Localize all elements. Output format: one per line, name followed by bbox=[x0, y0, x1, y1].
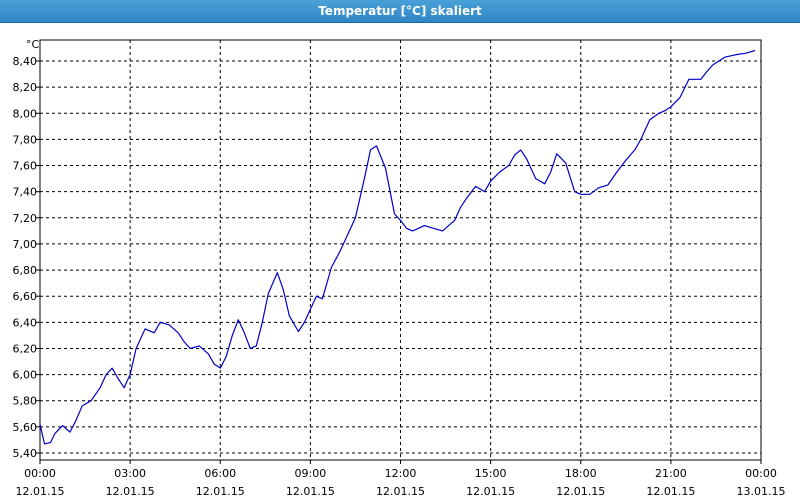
temperature-chart: 5,40 5,60 5,80 6,00 6,20 6,40 6,60 6,80 7,00 7,20… bbox=[13, 38, 786, 498]
y-tick-label: 7,60 bbox=[13, 160, 38, 173]
x-tick-time: 00:00 bbox=[24, 467, 56, 480]
x-tick-time: 12:00 bbox=[385, 467, 417, 480]
y-tick-label: 6,00 bbox=[13, 369, 38, 382]
x-tick-date: 12.01.15 bbox=[556, 485, 605, 498]
x-tick-date: 12.01.15 bbox=[196, 485, 245, 498]
temperature-series-line bbox=[39, 49, 756, 445]
x-tick-date: 13.01.15 bbox=[737, 485, 786, 498]
x-tick-date: 12.01.15 bbox=[466, 485, 515, 498]
y-tick-label: 8,00 bbox=[13, 107, 38, 120]
y-tick-label: 6,60 bbox=[13, 290, 38, 303]
x-tick-date: 12.01.15 bbox=[286, 485, 335, 498]
y-tick-label: 7,20 bbox=[13, 212, 38, 225]
x-tick-time: 00:00 bbox=[745, 467, 777, 480]
x-tick-date: 12.01.15 bbox=[16, 485, 65, 498]
y-tick-label: 6,80 bbox=[13, 264, 38, 277]
y-tick-label: 5,40 bbox=[13, 447, 38, 460]
y-unit-label: °C bbox=[26, 38, 40, 51]
x-tick-date: 12.01.15 bbox=[106, 485, 155, 498]
window-title: Temperatur [°C] skaliert bbox=[0, 0, 800, 23]
y-tick-label: 6,40 bbox=[13, 316, 38, 329]
x-tick-date: 12.01.15 bbox=[646, 485, 695, 498]
x-tick-time: 09:00 bbox=[295, 467, 327, 480]
y-tick-label: 7,40 bbox=[13, 186, 38, 199]
x-tick-time: 18:00 bbox=[565, 467, 597, 480]
y-tick-label: 7,80 bbox=[13, 133, 38, 146]
y-tick-label: 5,80 bbox=[13, 395, 38, 408]
y-tick-label: 6,20 bbox=[13, 342, 38, 355]
x-tick-time: 06:00 bbox=[204, 467, 236, 480]
y-tick-label: 8,20 bbox=[13, 81, 38, 94]
x-tick-time: 15:00 bbox=[475, 467, 507, 480]
y-tick-label: 8,40 bbox=[13, 55, 38, 68]
y-tick-label: 5,60 bbox=[13, 421, 38, 434]
x-tick-time: 03:00 bbox=[114, 467, 146, 480]
y-tick-label: 7,00 bbox=[13, 238, 38, 251]
x-tick-date: 12.01.15 bbox=[376, 485, 425, 498]
x-tick-time: 21:00 bbox=[655, 467, 687, 480]
